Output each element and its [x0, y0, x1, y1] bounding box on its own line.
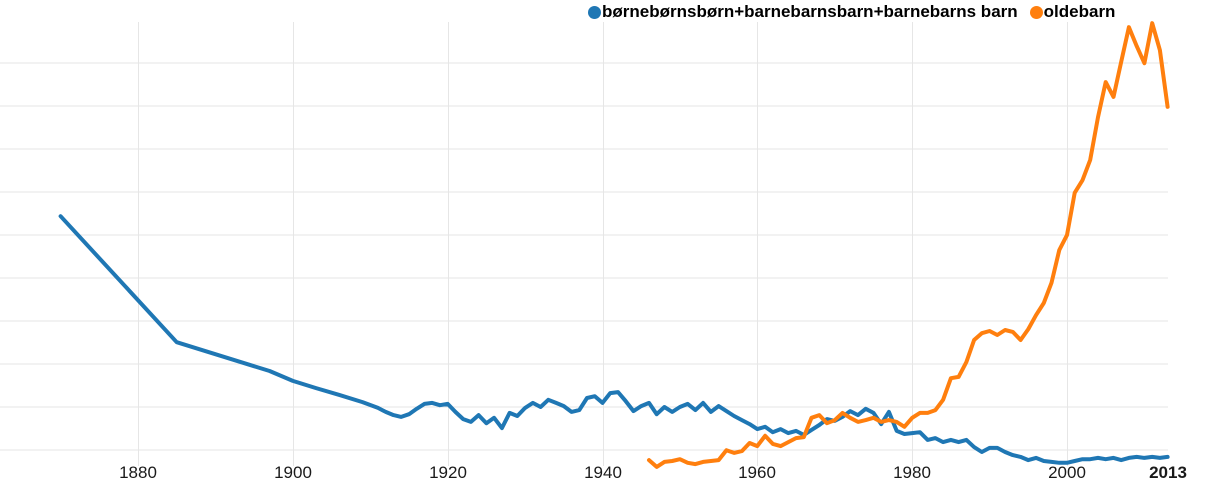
x-tick-2013: 2013: [1149, 463, 1187, 482]
x-tick-2000: 2000: [1048, 463, 1086, 482]
legend-label-oldebarn: oldebarn: [1043, 2, 1116, 21]
x-tick-1940: 1940: [584, 463, 622, 482]
series-line-bornebornsborn: [58, 214, 1170, 465]
legend-item-oldebarn[interactable]: oldebarn: [1029, 2, 1116, 22]
series-line-oldebarn: [647, 21, 1170, 469]
x-tick-1900: 1900: [274, 463, 312, 482]
legend: børnebørnsbørn+barnebarnsbarn+barnebarns…: [588, 2, 1115, 22]
x-tick-1920: 1920: [429, 463, 467, 482]
legend-item-bornebornsborn[interactable]: børnebørnsbørn+barnebarnsbarn+barnebarns…: [588, 2, 1018, 22]
x-tick-1960: 1960: [738, 463, 776, 482]
x-tick-1980: 1980: [893, 463, 931, 482]
x-tick-1880: 1880: [119, 463, 157, 482]
legend-label-bornebornsborn: børnebørnsbørn+barnebarnsbarn+barnebarns…: [602, 2, 1018, 21]
legend-series-dot-icon: [1029, 5, 1043, 19]
legend-series-dot-icon: [588, 5, 601, 19]
